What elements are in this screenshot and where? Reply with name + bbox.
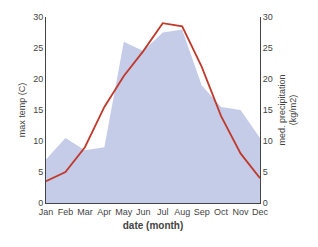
svg-text:20: 20 (263, 74, 273, 84)
svg-text:Feb: Feb (58, 207, 74, 217)
svg-text:25: 25 (263, 43, 273, 53)
svg-text:Mar: Mar (77, 207, 93, 217)
svg-text:Oct: Oct (214, 207, 229, 217)
svg-text:20: 20 (33, 74, 43, 84)
svg-text:Sep: Sep (194, 207, 210, 217)
svg-text:Jul: Jul (157, 207, 169, 217)
svg-text:date (month): date (month) (123, 220, 184, 231)
svg-text:0: 0 (263, 198, 268, 208)
svg-text:15: 15 (33, 105, 43, 115)
svg-text:Nov: Nov (233, 207, 250, 217)
svg-text:10: 10 (263, 136, 273, 146)
svg-text:10: 10 (33, 136, 43, 146)
svg-text:Jun: Jun (136, 207, 151, 217)
svg-text:30: 30 (33, 12, 43, 22)
svg-text:0: 0 (38, 198, 43, 208)
svg-text:Apr: Apr (97, 207, 111, 217)
svg-text:5: 5 (38, 167, 43, 177)
svg-text:med. precipitation(kg/m2): med. precipitation(kg/m2) (277, 74, 299, 145)
svg-text:5: 5 (263, 167, 268, 177)
svg-text:25: 25 (33, 43, 43, 53)
svg-text:Jan: Jan (39, 207, 54, 217)
svg-text:30: 30 (263, 12, 273, 22)
svg-text:15: 15 (263, 105, 273, 115)
svg-text:max temp (C): max temp (C) (17, 83, 27, 138)
svg-text:May: May (115, 207, 133, 217)
svg-text:Aug: Aug (174, 207, 190, 217)
svg-text:Dec: Dec (252, 207, 269, 217)
